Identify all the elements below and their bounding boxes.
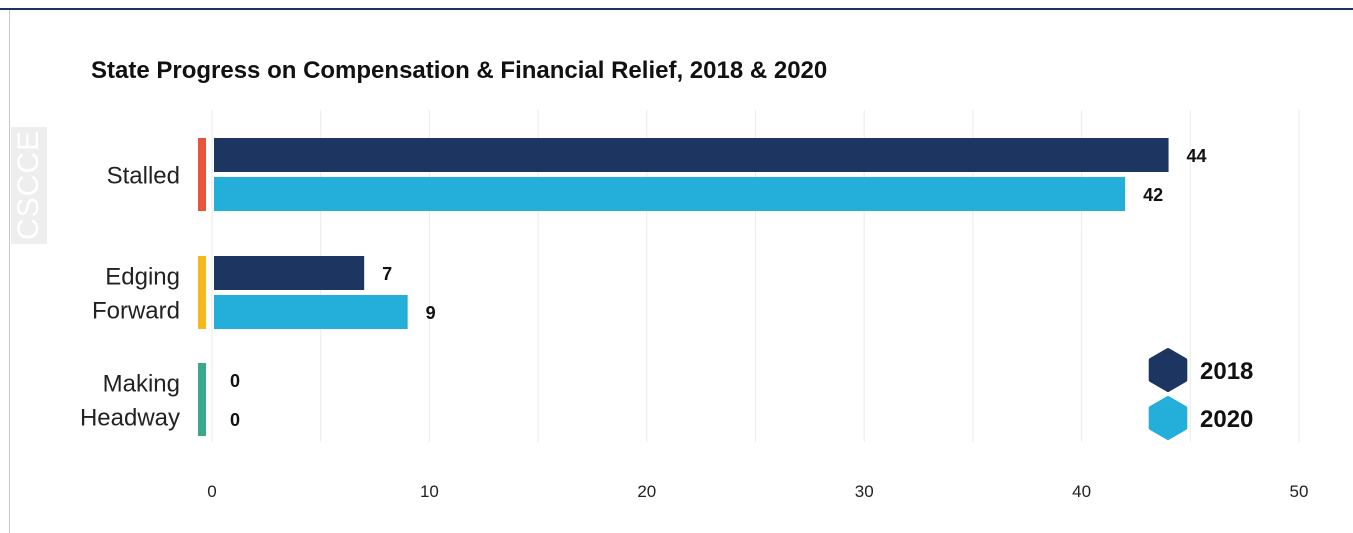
x-tick-label: 30 (855, 482, 874, 501)
value-label: 44 (1187, 146, 1207, 166)
bars (214, 138, 1169, 329)
category-labels: Stalled Edging Forward Making Headway (80, 163, 180, 432)
value-labels: 44 42 7 9 0 0 (230, 146, 1207, 430)
category-label: Stalled (107, 163, 180, 190)
legend-label: 2018 (1200, 358, 1253, 385)
watermark-box: CSCCE (11, 127, 47, 244)
category-indicator (198, 256, 206, 329)
legend-swatch-icon (1148, 348, 1188, 392)
legend-swatch-icon (1148, 396, 1188, 440)
category-label: Forward (92, 298, 180, 325)
bar (214, 256, 365, 290)
category-label: Headway (80, 405, 180, 432)
bar (214, 295, 408, 329)
x-tick-label: 40 (1072, 482, 1091, 501)
x-tick-label: 50 (1290, 482, 1309, 501)
left-rule (9, 10, 10, 533)
legend: 2018 2020 (1148, 348, 1253, 440)
category-indicators (198, 138, 206, 436)
x-axis-ticks: 0 10 20 30 40 50 (207, 482, 1308, 501)
x-tick-label: 0 (207, 482, 216, 501)
category-label: Making (103, 371, 180, 398)
category-indicator (198, 138, 206, 211)
category-label: Edging (105, 264, 180, 291)
legend-label: 2020 (1200, 406, 1253, 433)
value-label: 0 (230, 371, 240, 391)
x-tick-label: 20 (637, 482, 656, 501)
value-label: 9 (426, 303, 436, 323)
bar (214, 177, 1126, 211)
chart-title: State Progress on Compensation & Financi… (91, 57, 828, 84)
category-indicator (198, 363, 206, 436)
value-label: 0 (230, 410, 240, 430)
bar (214, 138, 1169, 172)
top-rule (0, 8, 1353, 10)
value-label: 7 (382, 264, 392, 284)
x-tick-label: 10 (420, 482, 439, 501)
value-label: 42 (1143, 185, 1163, 205)
